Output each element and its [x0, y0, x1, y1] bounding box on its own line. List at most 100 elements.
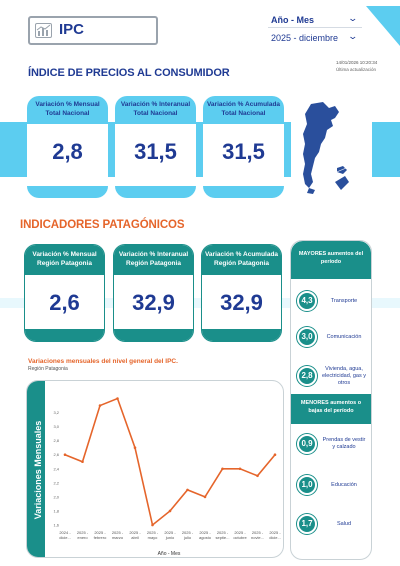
kpi-card-patagonia-accumulated: Variación % Acumulada Región Patagonia 32… — [201, 244, 282, 342]
data-point[interactable] — [81, 460, 84, 464]
patagonia-band — [0, 298, 400, 308]
kpi-sublabel: Región Patagonia — [126, 259, 181, 267]
data-point[interactable] — [63, 453, 67, 457]
y-tick-label: 1,6 — [53, 523, 59, 528]
ranking-label: Vivienda, agua, electricidad, gas y otro… — [321, 365, 367, 386]
data-point[interactable] — [203, 495, 207, 499]
y-tick-label: 3,0 — [53, 424, 59, 429]
patagonia-section-title: INDICADORES PATAGÓNICOS — [20, 219, 185, 231]
chart-title: Variaciones mensuales del nivel general … — [28, 358, 178, 365]
x-tick-label: 2025 -julio — [182, 530, 194, 540]
kpi-card-patagonia-monthly: Variación % Mensual Región Patagonia 2,6 — [24, 244, 105, 342]
update-timestamp: 14/01/2026 10:20:34 — [336, 60, 378, 65]
y-tick-label: 3,2 — [53, 410, 59, 415]
ranking-value: 2,8 — [297, 366, 317, 386]
ranking-label: Salud — [336, 520, 352, 527]
kpi-value: 2,8 — [52, 139, 83, 164]
corner-triangle-icon — [366, 6, 400, 46]
data-point[interactable] — [116, 397, 119, 400]
ranking-value: 1,7 — [297, 514, 317, 534]
ranking-item: 1,0 Educación — [295, 468, 369, 504]
chart-subtitle: Región Patagonia — [28, 366, 68, 372]
ranking-item: 2,8 Vivienda, agua, electricidad, gas y … — [295, 359, 369, 395]
x-tick-label: 2025 -novie... — [251, 530, 264, 540]
data-point[interactable] — [186, 488, 189, 492]
ranking-label: Prendas de vestir y calzado — [322, 437, 366, 450]
ranking-value: 4,3 — [297, 291, 317, 311]
data-point[interactable] — [133, 446, 137, 450]
x-tick-label: 2025 -enero — [77, 530, 89, 540]
data-point[interactable] — [238, 467, 242, 471]
smallest-increases-title: MENORES aumentos o — [300, 400, 362, 406]
logo-box: IPC — [28, 16, 158, 45]
data-point[interactable] — [168, 509, 172, 513]
kpi-value: 2,6 — [49, 290, 80, 315]
data-point[interactable] — [256, 474, 259, 478]
kpi-card-national-accumulated: Variación % Acumulada Total Nacional 31,5 — [203, 96, 284, 198]
kpi-label: Variación % Mensual — [32, 251, 97, 258]
kpi-value: 32,9 — [132, 290, 175, 315]
kpi-label: Variación % Acumulada — [204, 251, 279, 258]
smallest-increases-title-2: bajas del período — [308, 407, 354, 414]
ranking-label: Comunicación — [326, 333, 362, 340]
data-point[interactable] — [151, 523, 154, 527]
update-label: Última actualización — [336, 67, 377, 72]
kpi-card-national-yoy: Variación % Interanual Total Nacional 31,… — [115, 96, 196, 198]
ranking-label: Educación — [331, 481, 357, 488]
y-tick-label: 2,6 — [53, 452, 59, 457]
kpi-value: 32,9 — [220, 290, 263, 315]
period-filter-select[interactable]: 2025 - diciembre — [271, 33, 339, 43]
national-section-title: ÍNDICE DE PRECIOS AL CONSUMIDOR — [28, 67, 230, 79]
kpi-sublabel: Total Nacional — [221, 109, 266, 117]
logo-text: IPC — [59, 21, 85, 38]
kpi-label: Variación % Mensual — [35, 101, 100, 108]
largest-increases-title-2: período — [320, 258, 342, 265]
ranking-label: Transporte — [330, 297, 358, 304]
kpi-value: 31,5 — [134, 139, 177, 164]
data-point[interactable] — [221, 467, 224, 471]
x-axis-label: Año - Mes — [158, 551, 181, 557]
category-ranking-panel: MAYORES aumentos del período 4,3 Transpo… — [290, 240, 372, 560]
x-tick-label: 2025 -mayo — [147, 530, 159, 540]
data-point[interactable] — [98, 404, 102, 407]
kpi-card-national-monthly: Variación % Mensual Total Nacional 2,8 — [27, 96, 108, 198]
y-tick-label: 2,2 — [53, 480, 59, 485]
x-tick-label: 2025 -abril — [129, 530, 141, 540]
x-tick-label: 2025 -febrero — [94, 530, 107, 540]
map-card — [291, 96, 372, 198]
argentina-map-icon — [303, 102, 356, 194]
x-tick-label: 2025 -agosto — [199, 530, 212, 540]
x-tick-label: 2025 -junio — [164, 530, 176, 540]
x-tick-label: 2025 -septie... — [215, 530, 229, 540]
period-filter-label[interactable]: Año - Mes — [271, 15, 315, 25]
kpi-sublabel: Total Nacional — [45, 109, 90, 117]
chevron-down-icon[interactable]: ⌄ — [347, 31, 359, 41]
data-point[interactable] — [273, 453, 277, 457]
x-tick-label: 2025 -dicie... — [269, 530, 281, 540]
y-axis-label: Variaciones Mensuales — [33, 421, 43, 520]
chart-card: Variaciones Mensuales 1,6 1,8 2,0 2,2 2,4 2,6… — [26, 380, 284, 558]
y-tick-label: 1,8 — [53, 508, 59, 513]
ranking-value: 3,0 — [297, 327, 317, 347]
kpi-sublabel: Total Nacional — [133, 109, 178, 117]
chevron-down-icon[interactable]: ⌄ — [347, 13, 359, 23]
chart-icon — [35, 23, 52, 38]
ranking-item: 3,0 Comunicación — [295, 320, 369, 356]
ranking-item: 1,7 Salud — [295, 507, 369, 543]
y-tick-label: 2,0 — [53, 494, 59, 499]
ranking-item: 4,3 Transporte — [295, 284, 369, 320]
ylabel-bar — [27, 381, 45, 557]
largest-increases-header: MAYORES aumentos del período — [291, 241, 371, 279]
series-line — [64, 397, 276, 527]
kpi-card-patagonia-yoy: Variación % Interanual Región Patagonia 3… — [113, 244, 194, 342]
largest-increases-title: MAYORES aumentos del — [298, 251, 364, 257]
period-filter-divider — [268, 27, 362, 28]
kpi-sublabel: Región Patagonia — [214, 259, 269, 267]
smallest-increases-header: MENORES aumentos o bajas del período — [291, 394, 371, 424]
x-tick-label: 2025 -octubre — [233, 530, 247, 540]
ranking-value: 0,9 — [297, 434, 317, 454]
kpi-label: Variación % Interanual — [120, 101, 191, 108]
kpi-value: 31,5 — [222, 139, 265, 164]
x-tick-label: 2025 -marzo — [112, 530, 124, 540]
line-chart: Variaciones Mensuales 1,6 1,8 2,0 2,2 2,4 2,6… — [27, 381, 281, 557]
